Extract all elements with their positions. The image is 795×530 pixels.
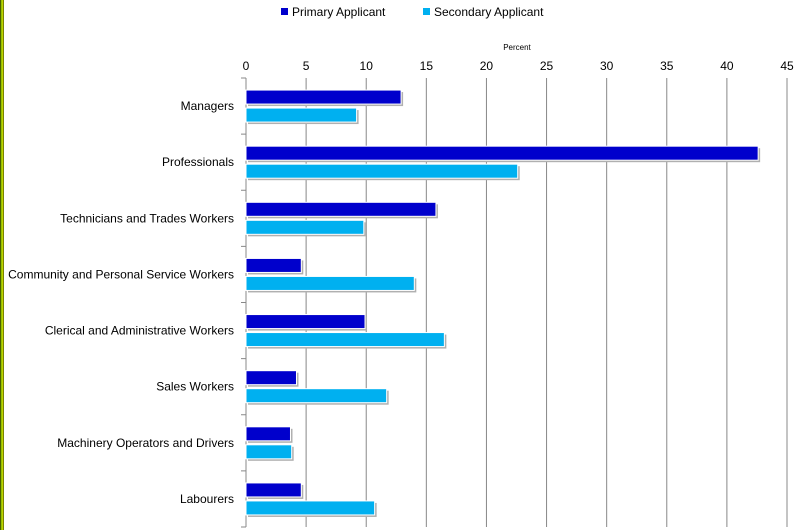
bar-primary-applicant [245, 370, 297, 386]
bar-secondary-applicant [245, 219, 365, 235]
category-label: Labourers [180, 492, 234, 506]
x-tick-label: 10 [360, 59, 374, 73]
bar-secondary-applicant [245, 163, 519, 179]
x-tick-label: 40 [720, 59, 734, 73]
category-label: Managers [181, 99, 234, 113]
x-tick-label: 35 [660, 59, 674, 73]
x-tick-label: 5 [303, 59, 310, 73]
category-label: Clerical and Administrative Workers [45, 324, 234, 338]
bar-primary-applicant [245, 426, 291, 442]
bar-secondary-applicant [245, 332, 445, 348]
x-tick-label: 25 [540, 59, 554, 73]
category-label: Machinery Operators and Drivers [57, 436, 234, 450]
category-label: Professionals [162, 155, 234, 169]
legend-swatch-primary [281, 8, 288, 15]
category-label: Technicians and Trades Workers [60, 211, 234, 225]
bar-secondary-applicant [245, 388, 388, 404]
bars [245, 89, 761, 517]
gridlines [241, 77, 788, 528]
category-label: Sales Workers [156, 380, 234, 394]
x-tick-label: 20 [480, 59, 494, 73]
legend: Primary Applicant Secondary Applicant [281, 5, 544, 19]
bar-secondary-applicant [245, 275, 415, 291]
bar-primary-applicant [245, 257, 302, 273]
bar-secondary-applicant [245, 500, 376, 516]
left-edge-stripe [0, 0, 4, 530]
x-tick-label: 45 [780, 59, 794, 73]
bar-secondary-applicant [245, 107, 358, 123]
legend-label-primary: Primary Applicant [292, 5, 386, 19]
category-labels: Managers Professionals Technicians and Tra… [8, 99, 234, 506]
x-tick-label: 30 [600, 59, 614, 73]
x-axis-ticks: 0 5 10 15 20 25 30 35 40 45 [243, 59, 794, 73]
bar-primary-applicant [245, 201, 437, 217]
bar-primary-applicant [245, 482, 302, 498]
x-axis-title: Percent [503, 43, 531, 52]
legend-label-secondary: Secondary Applicant [434, 5, 544, 19]
category-label: Community and Personal Service Workers [8, 267, 234, 281]
bar-primary-applicant [245, 314, 366, 330]
x-tick-label: 0 [243, 59, 250, 73]
bar-primary-applicant [245, 145, 759, 161]
bar-primary-applicant [245, 89, 402, 105]
bar-secondary-applicant [245, 444, 293, 460]
legend-swatch-secondary [423, 8, 430, 15]
x-tick-label: 15 [420, 59, 434, 73]
